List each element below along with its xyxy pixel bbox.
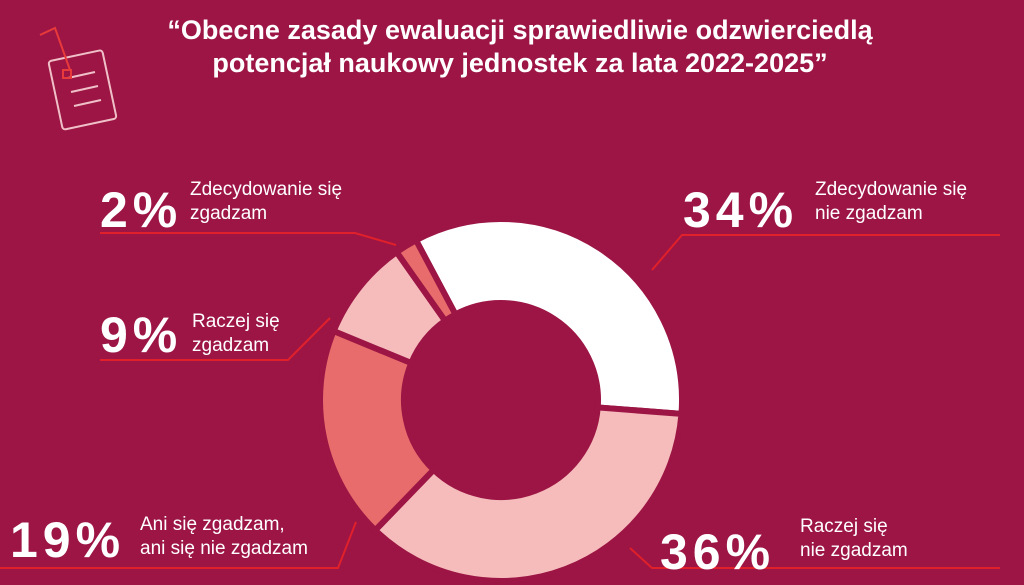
- chart-title: “Obecne zasady ewaluacji sprawiedliwie o…: [167, 15, 873, 78]
- donut-slice: [392, 236, 460, 325]
- leader-line: [629, 547, 1000, 569]
- leader-line: [100, 232, 397, 246]
- donut-slice: [371, 404, 685, 584]
- leader-line: [100, 317, 331, 361]
- donut-slice: [411, 216, 685, 418]
- value-label: 9%: [100, 307, 183, 363]
- donut-slice: [317, 327, 438, 535]
- leader-line: [0, 521, 357, 569]
- value-label: 34%: [683, 182, 799, 238]
- value-label: 2%: [100, 182, 183, 238]
- value-label: 19%: [10, 512, 126, 568]
- category-label: Raczej się zgadzam: [192, 311, 280, 356]
- survey-icon: [39, 26, 118, 131]
- category-label: Ani się zgadzam, ani się nie zgadzam: [140, 514, 308, 559]
- value-label: 36%: [660, 524, 776, 580]
- leader-line: [651, 234, 1000, 271]
- category-label: Raczej się nie zgadzam: [800, 516, 908, 561]
- category-label: Zdecydowanie się zgadzam: [190, 179, 343, 224]
- category-label: Zdecydowanie się nie zgadzam: [815, 179, 968, 224]
